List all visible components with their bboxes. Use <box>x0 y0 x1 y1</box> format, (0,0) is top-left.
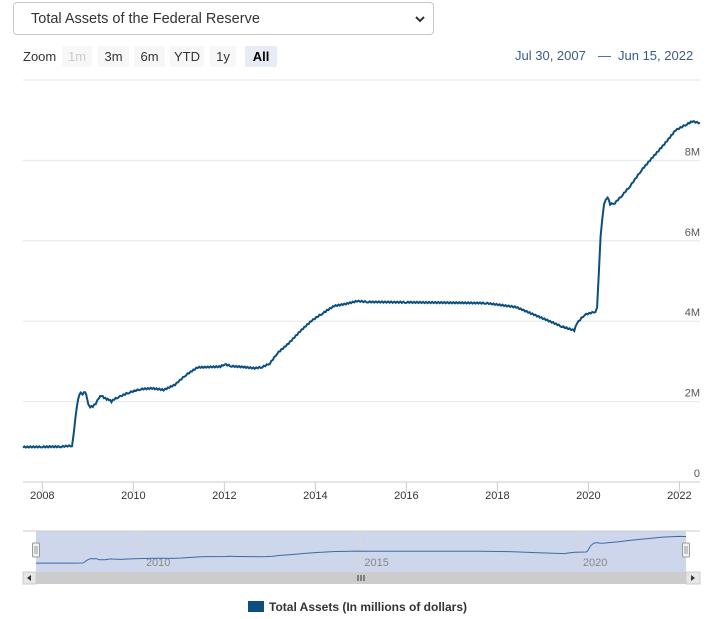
y-tick-label: 4M <box>685 307 700 319</box>
zoom-button-1y[interactable]: 1y <box>210 46 236 67</box>
x-tick-label: 2022 <box>667 490 691 502</box>
navigator-x-label: 2020 <box>583 557 607 569</box>
drag-handle-icon[interactable] <box>32 542 40 558</box>
y-tick-label: 6M <box>685 227 700 239</box>
zoom-button-6m[interactable]: 6m <box>134 46 165 67</box>
zoom-button-label: All <box>253 49 270 64</box>
series-select-value: Total Assets of the Federal Reserve <box>31 11 260 27</box>
zoom-button-3m[interactable]: 3m <box>98 46 129 67</box>
x-tick-label: 2018 <box>485 490 509 502</box>
scrollbar-grip-icon <box>357 575 365 581</box>
zoom-button-all[interactable]: All <box>245 46 277 67</box>
x-tick-label: 2014 <box>303 490 327 502</box>
x-tick-label: 2016 <box>394 490 418 502</box>
zoom-button-label: YTD <box>174 49 200 64</box>
range-from-date[interactable]: Jul 30, 2007 <box>515 48 586 63</box>
zoom-button-label: 1y <box>216 49 230 64</box>
x-tick-label: 2008 <box>30 490 54 502</box>
navigator-x-label: 2010 <box>146 557 170 569</box>
chevron-down-icon <box>415 16 425 23</box>
navigator-series-line <box>36 535 687 564</box>
drag-handle-icon[interactable] <box>682 542 690 558</box>
y-tick-label: 2M <box>685 388 700 400</box>
x-tick-label: 2010 <box>121 490 145 502</box>
x-tick-label: 2020 <box>576 490 600 502</box>
legend-label[interactable]: Total Assets (In millions of dollars) <box>269 600 467 614</box>
zoom-button-label: 6m <box>140 49 158 64</box>
series-line-total-assets[interactable] <box>22 119 701 449</box>
legend-symbol <box>248 601 264 612</box>
y-axis: 0 2M 4M 6M 8M <box>685 146 700 480</box>
navigator[interactable]: 2010 2015 2020 <box>23 530 700 572</box>
zoom-label: Zoom <box>23 49 56 64</box>
x-tick-label: 2012 <box>212 490 236 502</box>
y-tick-label: 0 <box>694 468 700 480</box>
navigator-x-label: 2015 <box>364 557 388 569</box>
y-tick-label: 8M <box>685 146 700 158</box>
zoom-button-label: 1m <box>68 49 86 64</box>
navigator-scrollbar[interactable] <box>22 571 701 585</box>
left-arrow-icon[interactable] <box>22 571 37 585</box>
zoom-button-1m[interactable]: 1m <box>62 46 92 67</box>
zoom-button-ytd[interactable]: YTD <box>170 46 204 67</box>
range-separator: — <box>598 48 611 63</box>
series-select[interactable]: Total Assets of the Federal Reserve <box>13 2 434 35</box>
legend[interactable]: Total Assets (In millions of dollars) <box>248 600 467 614</box>
x-axis: 2008 2010 2012 2014 2016 2018 2020 2022 <box>30 482 692 502</box>
zoom-button-label: 3m <box>104 49 122 64</box>
right-arrow-icon[interactable] <box>685 571 701 585</box>
range-to-date[interactable]: Jun 15, 2022 <box>618 48 693 63</box>
